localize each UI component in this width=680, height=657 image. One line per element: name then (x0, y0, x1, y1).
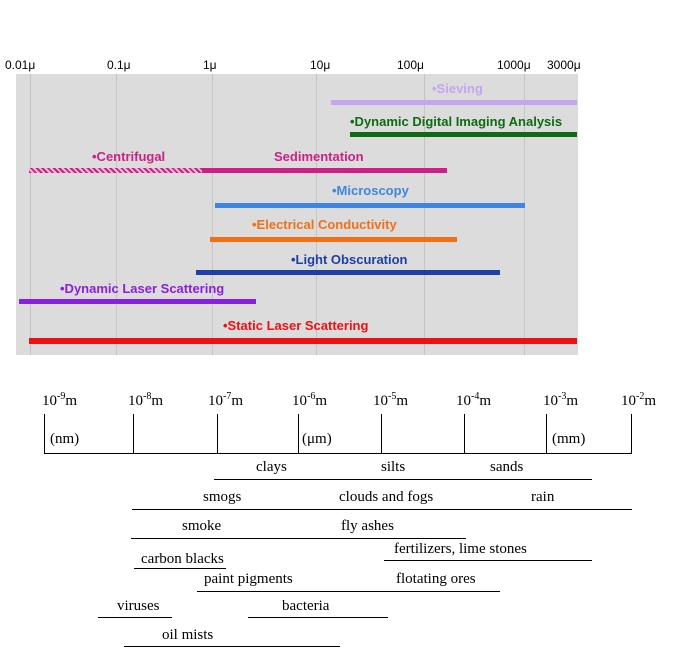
range-bar-sedimentation (202, 168, 447, 173)
particle-label-clouds-and-fogs: clouds and fogs (339, 489, 434, 505)
scale-tick (381, 414, 382, 454)
meter-tick-label: 10-7m (208, 391, 244, 409)
particle-label-rain: rain (531, 489, 555, 505)
particle-label-fly-ashes: fly ashes (341, 518, 394, 534)
range-bar-sieving (331, 100, 577, 105)
axis-tick: 1000μ (497, 58, 531, 72)
meter-tick-label: 10-2m (621, 391, 657, 409)
range-label-centrifugal: •Centrifugal (92, 149, 166, 164)
particle-range-line (132, 509, 632, 510)
particle-range-line (384, 560, 592, 561)
range-label-sieving: •Sieving (432, 81, 483, 96)
grid-line (424, 74, 425, 355)
meter-tick-label: 10-9m (42, 391, 78, 409)
particle-label-silts: silts (381, 459, 406, 475)
axis-tick: 3000μ (547, 58, 581, 72)
range-bar-electrical-conductivity (210, 237, 457, 242)
grid-line (116, 74, 117, 355)
particle-range-line (134, 568, 226, 569)
range-label-dynamic-digital-imaging: •Dynamic Digital Imaging Analysis (350, 114, 563, 129)
particle-range-line (98, 617, 172, 618)
range-label-electrical-conductivity: •Electrical Conductivity (252, 217, 397, 232)
particle-range-line (124, 646, 340, 647)
range-bar-microscopy (215, 203, 525, 208)
unit-label-um: (μm) (302, 431, 332, 447)
grid-line (524, 74, 525, 355)
technique-range-panel: •Sieving •Dynamic Digital Imaging Analys… (16, 74, 578, 355)
particle-range-line (197, 591, 500, 592)
particle-label-smoke: smoke (182, 518, 222, 534)
axis-tick: 1μ (203, 58, 217, 72)
range-bar-dynamic-laser-scattering (19, 299, 256, 304)
meter-tick-label: 10-6m (292, 391, 328, 409)
scale-tick (44, 414, 45, 454)
particle-label-bacteria: bacteria (282, 598, 330, 614)
particle-label-sands: sands (490, 459, 524, 475)
meter-tick-label: 10-4m (456, 391, 492, 409)
axis-tick: 100μ (397, 58, 424, 72)
range-label-static-laser-scattering: •Static Laser Scattering (223, 318, 369, 333)
particle-range-line (248, 617, 388, 618)
axis-tick: 0.1μ (107, 58, 131, 72)
scale-tick (133, 414, 134, 454)
particle-label-smogs: smogs (203, 489, 242, 505)
scale-tick (464, 414, 465, 454)
meter-tick-label: 10-3m (543, 391, 579, 409)
scale-tick (546, 414, 547, 454)
unit-label-mm: (mm) (552, 431, 586, 447)
meter-tick-label: 10-5m (373, 391, 409, 409)
axis-tick: 10μ (310, 58, 331, 72)
particle-label-viruses: viruses (117, 598, 160, 614)
scale-tick (217, 414, 218, 454)
particle-label-fertilizers: fertilizers, lime stones (394, 541, 527, 557)
range-label-dynamic-laser-scattering: •Dynamic Laser Scattering (60, 281, 225, 296)
range-label-light-obscuration: •Light Obscuration (291, 252, 408, 267)
range-bar-static-laser-scattering (29, 338, 577, 344)
range-label-sedimentation: Sedimentation (274, 149, 364, 164)
particle-label-oil-mists: oil mists (162, 627, 214, 643)
range-bar-dynamic-digital-imaging (350, 132, 577, 137)
scale-tick (631, 414, 632, 454)
unit-label-nm: (nm) (50, 431, 80, 447)
grid-line (212, 74, 213, 355)
grid-line (30, 74, 31, 355)
particle-range-line (131, 538, 466, 539)
range-bar-light-obscuration (196, 270, 500, 275)
particle-label-flotating-ores: flotating ores (396, 571, 476, 587)
particle-label-carbon-blacks: carbon blacks (141, 551, 224, 567)
particle-range-line (214, 479, 592, 480)
meter-tick-label: 10-8m (128, 391, 164, 409)
scale-axis-line (44, 453, 632, 454)
grid-line (316, 74, 317, 355)
range-bar-centrifugal (29, 168, 203, 173)
particle-label-paint-pigments: paint pigments (204, 571, 293, 587)
axis-tick: 0.01μ (5, 58, 36, 72)
scale-tick (298, 414, 299, 454)
particle-label-clays: clays (256, 459, 287, 475)
range-label-microscopy: •Microscopy (332, 183, 409, 198)
